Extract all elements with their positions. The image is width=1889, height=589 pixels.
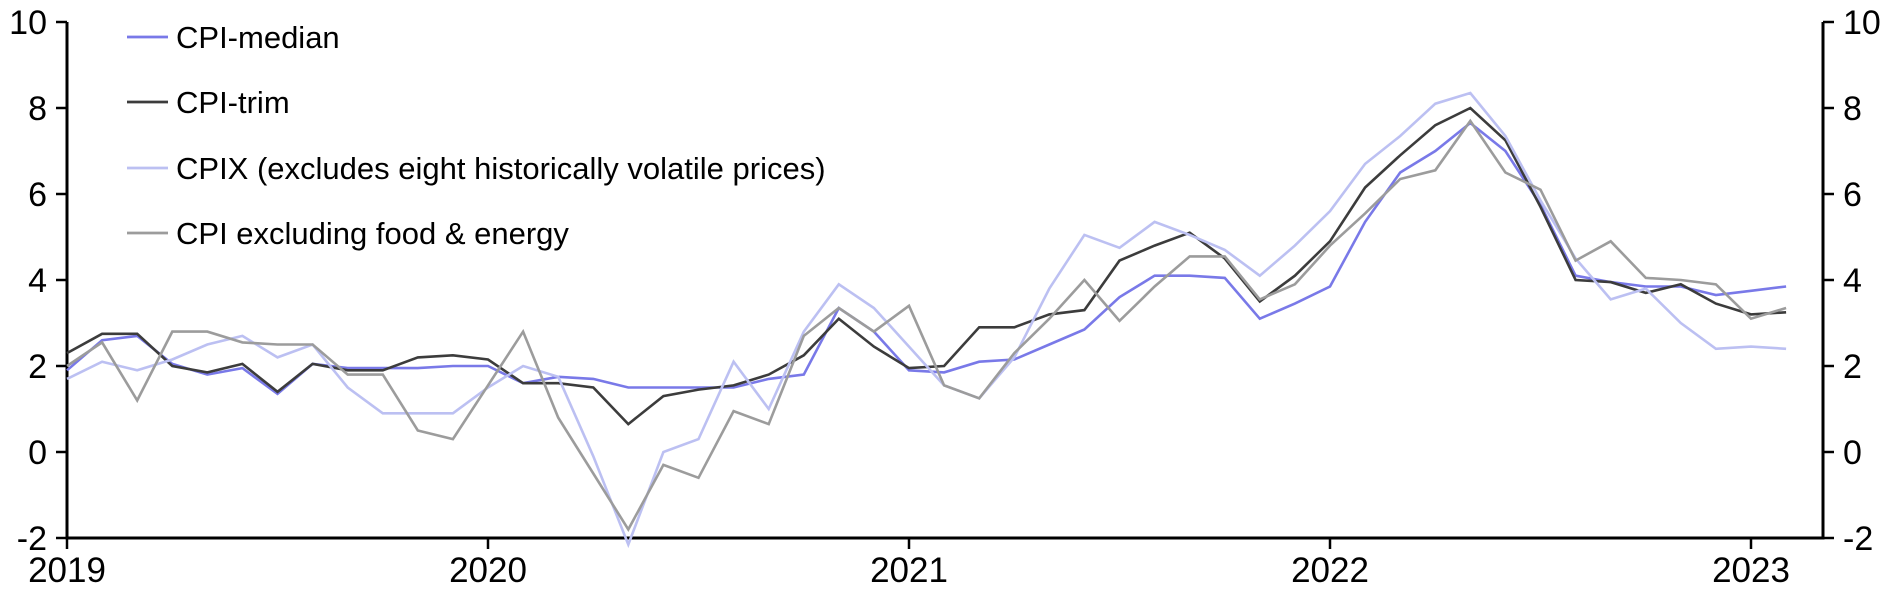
- y-tick-label-left: 8: [28, 90, 47, 128]
- y-tick-label-right: 0: [1843, 434, 1862, 472]
- y-tick-label-left: 6: [28, 176, 47, 214]
- x-tick-label: 2021: [870, 551, 948, 589]
- legend-label-cpix-excludes-eight-historic: CPIX (excludes eight historically volati…: [176, 151, 826, 186]
- y-tick-label-left: -2: [17, 520, 47, 558]
- y-tick-label-right: 8: [1843, 90, 1862, 128]
- y-tick-label-right: 6: [1843, 176, 1862, 214]
- y-tick-label-left: 4: [28, 262, 47, 300]
- series-line-cpix-excludes-eight-historic: [66, 91, 1787, 549]
- x-tick-label: 2022: [1291, 551, 1369, 589]
- y-tick-label-left: 10: [9, 4, 47, 42]
- y-tick-label-right: -2: [1843, 520, 1873, 558]
- y-tick-label-left: 2: [28, 348, 47, 386]
- legend-label-cpi-median: CPI-median: [176, 20, 340, 55]
- legend-label-cpi-trim: CPI-trim: [176, 85, 290, 120]
- y-tick-label-right: 4: [1843, 262, 1862, 300]
- y-tick-label-right: 2: [1843, 348, 1862, 386]
- y-tick-label-right: 10: [1843, 4, 1881, 42]
- x-tick-label: 2019: [28, 551, 106, 589]
- x-tick-label: 2023: [1712, 551, 1790, 589]
- series-line-cpi-excluding-food-energy: [66, 118, 1787, 532]
- series-line-cpi-median: [66, 121, 1787, 396]
- legend-label-cpi-excluding-food-energy: CPI excluding food & energy: [176, 216, 569, 251]
- y-tick-label-left: 0: [28, 434, 47, 472]
- x-tick-label: 2020: [449, 551, 527, 589]
